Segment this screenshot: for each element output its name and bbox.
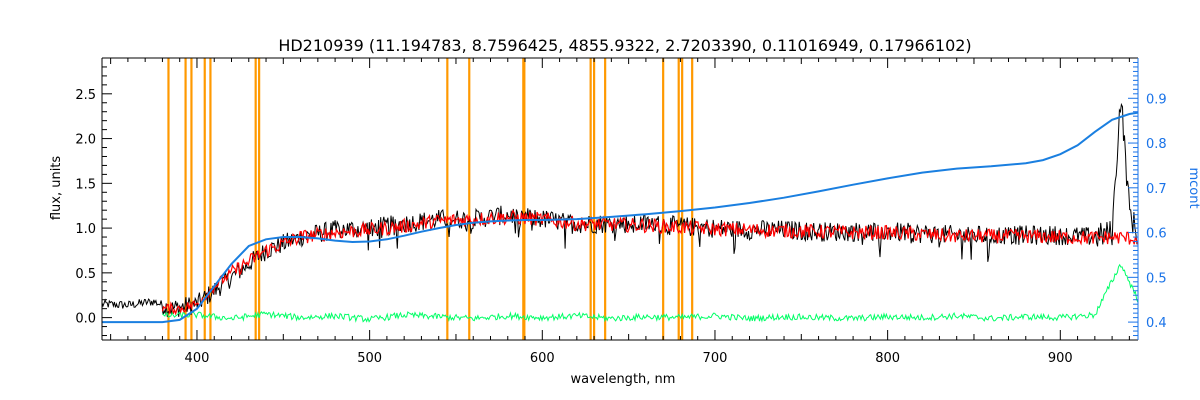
y-tick-label-5: 2.5	[75, 88, 96, 103]
y2-tick-label-2: 0.6	[1146, 227, 1167, 242]
series-layer	[101, 102, 1139, 324]
y-tick-label-1: 0.5	[75, 267, 96, 282]
x-tick-label-0: 400	[185, 351, 210, 366]
y-tick-label-3: 1.5	[75, 177, 96, 192]
y2-tick-label-5: 0.9	[1146, 92, 1167, 107]
y-axis-label: flux, units	[49, 156, 64, 221]
y2-tick-label-0: 0.4	[1146, 316, 1167, 331]
marked-lines-layer	[167, 58, 694, 340]
x-tick-label-3: 700	[703, 351, 728, 366]
residual-line	[162, 263, 1139, 323]
y-tick-label-4: 2.0	[75, 133, 96, 148]
y2-tick-label-4: 0.8	[1146, 137, 1167, 152]
x-axis-label: wavelength, nm	[571, 372, 676, 387]
x-tick-label-4: 800	[875, 351, 900, 366]
chart-title: HD210939 (11.194783, 8.7596425, 4855.932…	[278, 36, 971, 55]
model-spectrum-line	[161, 209, 1139, 316]
continuum-line	[102, 111, 1139, 324]
axes-layer: 400 500 600 700 800 900 0.0 0.5 1.0 1.5 2.0 2.5 0.4 0…	[75, 57, 1167, 366]
x-tick-label-5: 900	[1048, 351, 1073, 366]
y-tick-label-2: 1.0	[75, 222, 96, 237]
y2-axis-label: mcont	[1186, 167, 1200, 208]
x-tick-label-2: 600	[530, 351, 555, 366]
x-tick-label-1: 500	[357, 351, 382, 366]
y-tick-label-0: 0.0	[75, 312, 96, 327]
y2-tick-label-3: 0.7	[1146, 182, 1167, 197]
y2-tick-label-1: 0.5	[1146, 271, 1167, 286]
